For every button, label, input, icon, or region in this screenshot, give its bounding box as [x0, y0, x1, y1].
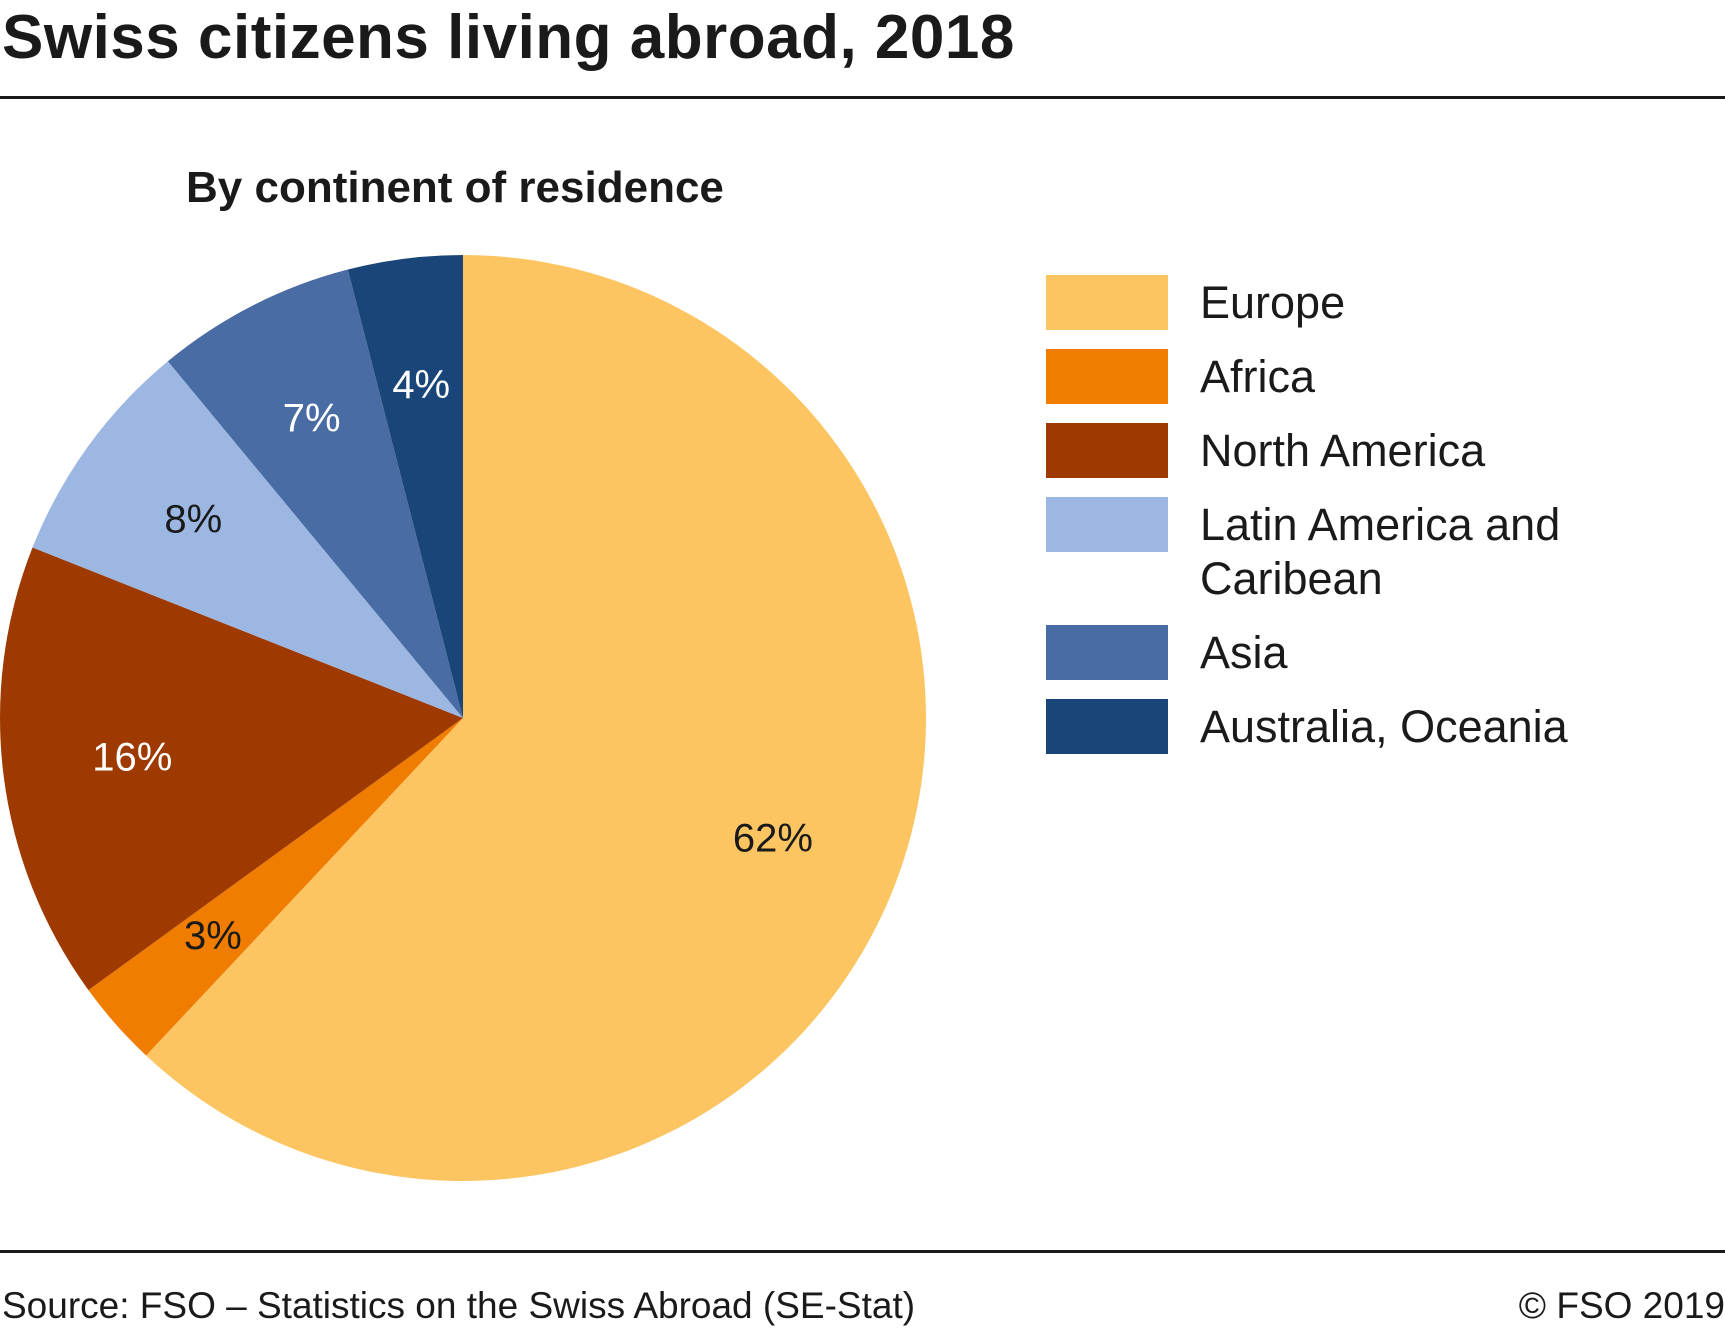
legend-item: Asia [1046, 625, 1660, 680]
pie-slice-africa [88, 718, 463, 1056]
legend-label: Asia [1200, 627, 1288, 678]
legend-label: Africa [1200, 351, 1316, 402]
pie-slice-latin-america-and-caribean [32, 361, 463, 718]
legend-swatch [1046, 497, 1168, 552]
pie-slice-australia-oceania [347, 255, 463, 718]
legend-item: North America [1046, 423, 1660, 478]
slice-label: 7% [283, 397, 341, 441]
top-divider [0, 96, 1725, 99]
chart-title: Swiss citizens living abroad, 2018 [2, 3, 1015, 72]
pie-slice-europe [146, 255, 927, 1182]
pie-slice-asia [167, 269, 464, 718]
bottom-divider [0, 1250, 1725, 1253]
slice-label: 4% [392, 363, 450, 407]
copyright-note: © FSO 2019 [1518, 1285, 1725, 1326]
pie-slice-north-america [0, 547, 463, 991]
legend-label: Australia, Oceania [1200, 701, 1568, 752]
legend-swatch [1046, 275, 1168, 330]
legend-swatch [1046, 699, 1168, 754]
slice-label: 16% [92, 735, 172, 779]
legend-item: Australia, Oceania [1046, 699, 1660, 754]
legend: Europe Africa North America Latin America a… [1046, 275, 1660, 773]
legend-item: Latin America and Caribean [1046, 497, 1660, 606]
legend-swatch [1046, 423, 1168, 478]
pie-chart: 62% 3% 16% 8% 7% 4% [0, 255, 927, 1182]
slice-label: 3% [184, 914, 242, 958]
legend-label: Europe [1200, 277, 1346, 328]
slice-label: 8% [164, 498, 222, 542]
legend-label: North America [1200, 425, 1486, 476]
legend-label: Latin America and Caribean [1200, 499, 1561, 604]
legend-swatch [1046, 625, 1168, 680]
legend-item: Europe [1046, 275, 1660, 330]
legend-swatch [1046, 349, 1168, 404]
source-note: Source: FSO – Statistics on the Swiss Ab… [2, 1285, 916, 1326]
legend-item: Africa [1046, 349, 1660, 404]
chart-subtitle: By continent of residence [186, 163, 724, 212]
slice-label: 62% [733, 816, 813, 860]
